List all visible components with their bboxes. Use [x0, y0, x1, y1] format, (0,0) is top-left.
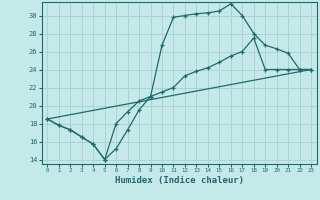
X-axis label: Humidex (Indice chaleur): Humidex (Indice chaleur)	[115, 176, 244, 185]
